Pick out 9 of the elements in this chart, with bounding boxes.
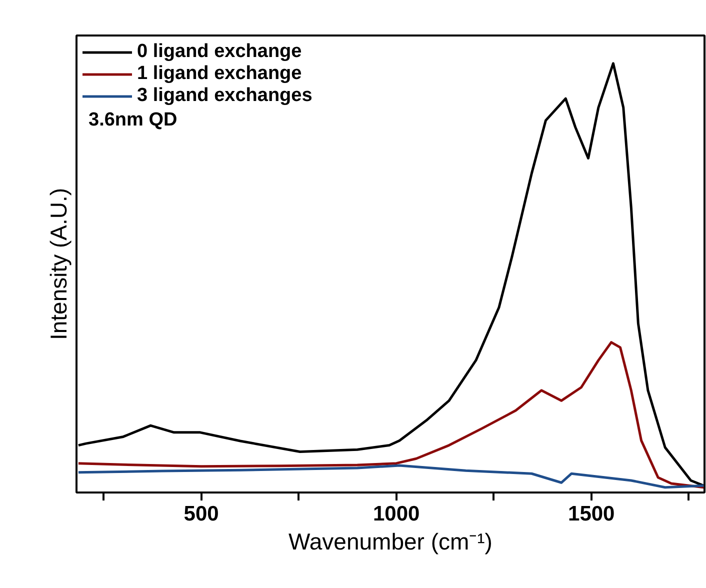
y-axis-title: Intensity (A.U.) [46, 188, 72, 340]
x-axis-title: Wavenumber (cm⁻¹) [288, 528, 492, 554]
x-tick-label: 500 [184, 502, 219, 526]
legend-label: 3 ligand exchanges [137, 85, 312, 107]
x-tick-label: 1000 [372, 502, 420, 526]
legend-label: 1 ligand exchange [137, 63, 302, 85]
annotation: 3.6nm QD [88, 110, 178, 130]
legend-label: 0 ligand exchange [137, 41, 302, 63]
x-tick-label: 1500 [568, 502, 615, 526]
